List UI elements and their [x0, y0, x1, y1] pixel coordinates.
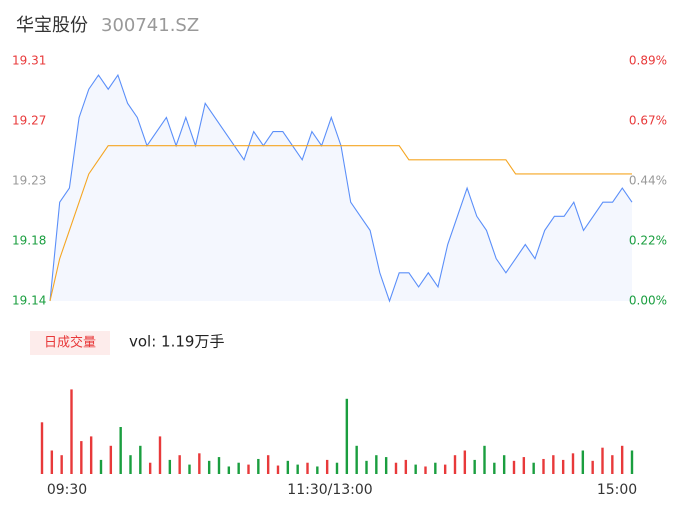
volume-bar	[266, 455, 270, 474]
x-tick-label: 11:30/13:00	[287, 482, 372, 498]
volume-bar	[80, 441, 83, 474]
volume-bar	[237, 462, 240, 474]
volume-bar	[198, 453, 201, 474]
y2-tick-label: 0.89%	[629, 54, 667, 68]
volume-bar	[434, 462, 437, 474]
volume-bar	[414, 464, 417, 474]
volume-bar	[178, 455, 181, 474]
average-line	[49, 145, 632, 302]
stock-code: 300741.SZ	[101, 15, 199, 36]
y2-tick-label: 0.00%	[629, 294, 667, 308]
volume-bar	[139, 445, 142, 474]
volume-bar	[325, 459, 329, 474]
volume-bar	[581, 450, 585, 474]
volume-bar	[227, 466, 231, 474]
volume-bar	[571, 453, 575, 474]
volume-bar	[60, 455, 63, 474]
volume-bar	[424, 466, 427, 474]
volume-bar	[375, 455, 378, 474]
y2-tick-label: 0.22%	[629, 234, 667, 248]
stock-name: 华宝股份	[16, 15, 88, 36]
volume-bar	[443, 464, 447, 474]
volume-bar	[630, 450, 634, 474]
volume-bar	[129, 455, 132, 474]
volume-bar	[276, 465, 280, 474]
volume-bar	[365, 460, 368, 474]
volume-bar	[257, 458, 260, 474]
volume-bar	[463, 450, 467, 474]
volume-bar	[207, 460, 211, 474]
volume-bar	[620, 445, 624, 474]
volume-bar	[70, 389, 73, 474]
y2-tick-label: 0.44%	[629, 174, 667, 188]
volume-bar	[404, 459, 408, 474]
volume-bar	[384, 457, 388, 474]
x-tick-label: 09:30	[47, 482, 87, 498]
price-area	[50, 75, 632, 301]
volume-bar	[345, 398, 349, 474]
volume-bar	[611, 455, 614, 474]
volume-bar	[168, 459, 172, 474]
volume-bar	[453, 455, 457, 474]
volume-bar	[286, 460, 290, 474]
volume-bar	[561, 459, 565, 474]
volume-bar	[522, 457, 526, 474]
volume-bar	[355, 445, 358, 474]
y-tick-label: 19.31	[12, 54, 46, 68]
y-tick-label: 19.18	[12, 234, 46, 248]
legend-label: 日成交量	[44, 335, 96, 351]
volume-bar	[89, 436, 93, 474]
volume-bar	[394, 462, 398, 474]
volume-bar	[217, 457, 221, 474]
volume-bar	[119, 427, 122, 474]
volume-bar	[148, 462, 152, 474]
y-tick-label: 19.23	[12, 174, 46, 188]
volume-bar	[483, 445, 486, 474]
volume-bar	[335, 462, 339, 474]
volume-bar	[601, 447, 604, 474]
legend-box	[30, 331, 110, 355]
volume-bar	[473, 459, 476, 474]
volume-bar	[188, 464, 191, 474]
volume-bar	[247, 464, 250, 474]
volume-bar	[50, 450, 54, 474]
volume-bar	[316, 466, 319, 474]
volume-bar	[109, 445, 113, 474]
volume-bar	[552, 455, 555, 474]
volume-bar	[158, 436, 162, 474]
volume-bar	[512, 460, 516, 474]
volume-bar	[296, 464, 299, 474]
y-tick-label: 19.14	[12, 294, 46, 308]
x-tick-label: 15:00	[597, 482, 637, 498]
y-tick-label: 19.27	[12, 114, 46, 128]
volume-bar	[99, 459, 103, 474]
volume-bar	[591, 460, 594, 474]
volume-bar	[532, 462, 535, 474]
y2-tick-label: 0.67%	[629, 114, 667, 128]
volume-bar	[40, 422, 44, 474]
volume-bar	[493, 462, 496, 474]
volume-bar	[306, 462, 309, 474]
volume-bar	[502, 455, 506, 474]
volume-summary: vol: 1.19万手	[129, 333, 224, 351]
volume-bar	[542, 458, 545, 474]
